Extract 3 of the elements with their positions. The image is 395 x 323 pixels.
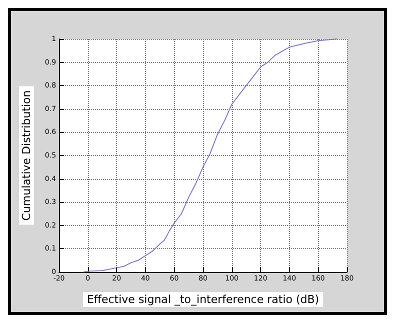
x-axis-title: Effective signal _to_interference ratio (dB) — [86, 293, 320, 306]
line-series — [83, 38, 338, 272]
y-axis-title: Cumulative Distribution — [20, 90, 33, 221]
